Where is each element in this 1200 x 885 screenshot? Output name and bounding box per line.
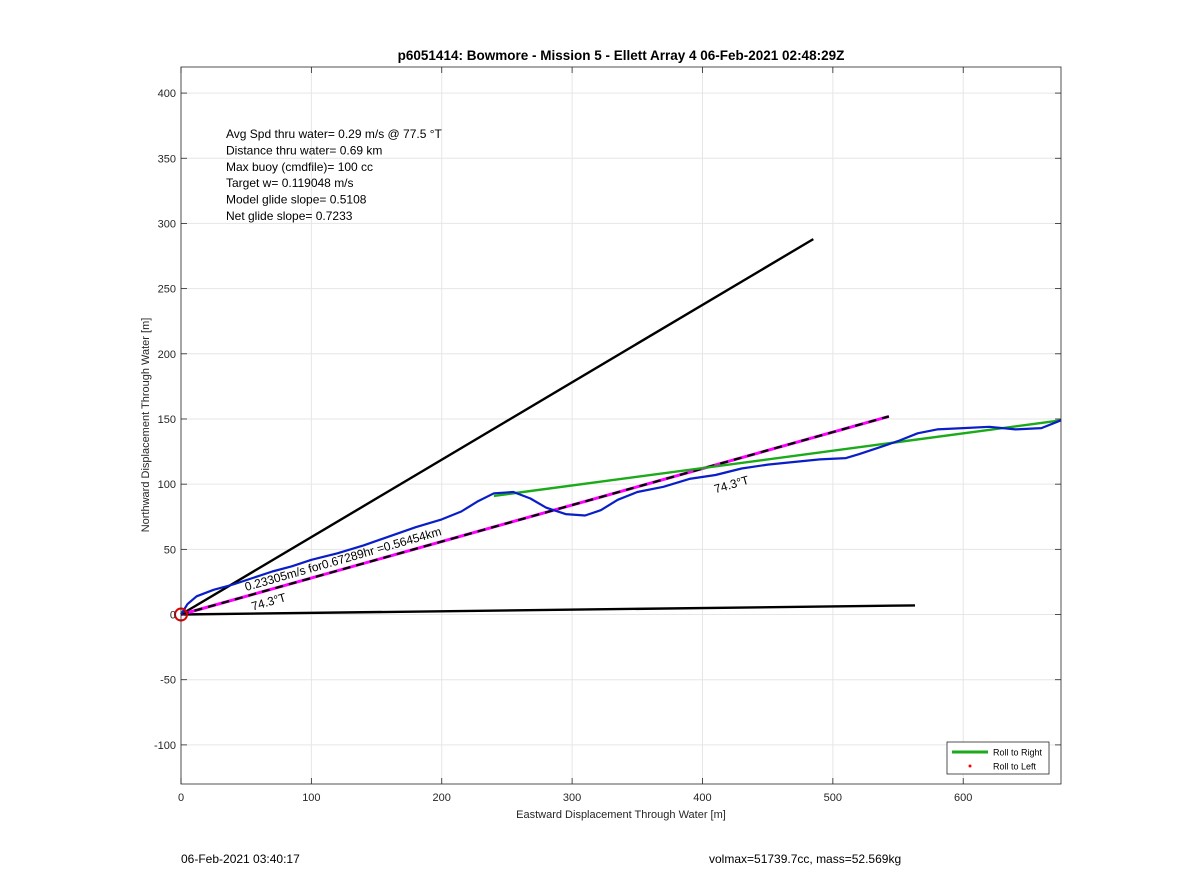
footer-volmax-mass: volmax=51739.7cc, mass=52.569kg [709, 852, 902, 866]
y-tick-label: 100 [158, 479, 176, 491]
info-line: Net glide slope= 0.7233 [226, 209, 353, 223]
plot-frame [180, 66, 1062, 785]
y-tick-label: 200 [158, 349, 176, 361]
x-axis-label: Eastward Displacement Through Water [m] [516, 809, 726, 821]
y-tick-label: 50 [164, 544, 176, 556]
info-line: Target w= 0.119048 m/s [226, 176, 354, 190]
x-tick-label: 400 [693, 792, 711, 804]
info-textbox: Avg Spd thru water= 0.29 m/s @ 77.5 °T Di… [226, 127, 443, 223]
y-tick-label: -100 [154, 740, 176, 752]
axis-ticks: 0 100 200 300 400 500 600 -100 -50 0 50 100 150 200 25… [154, 67, 1061, 804]
x-tick-label: 0 [178, 792, 184, 804]
series-line-3 [493, 419, 1062, 498]
series-line-0 [180, 238, 814, 616]
legend-swatch-dot [968, 764, 972, 768]
y-tick-label: 400 [158, 88, 176, 100]
info-line: Distance thru water= 0.69 km [226, 143, 382, 157]
plot-area [181, 67, 1061, 784]
series-lines [180, 238, 1062, 616]
x-tick-label: 300 [563, 792, 581, 804]
y-tick-label: 0 [170, 610, 176, 622]
chart-title: p6051414: Bowmore - Mission 5 - Ellett A… [398, 48, 845, 63]
footer-timestamp: 06-Feb-2021 03:40:17 [181, 852, 300, 866]
series-line-1 [180, 604, 916, 616]
y-tick-label: 250 [158, 284, 176, 296]
legend: Roll to Right Roll to Left [946, 741, 1050, 775]
series-line-2-dash [180, 415, 890, 616]
legend-box [946, 741, 1050, 775]
y-axis-label: Northward Displacement Through Water [m] [140, 318, 152, 533]
x-tick-label: 500 [824, 792, 842, 804]
legend-label: Roll to Right [993, 748, 1043, 758]
legend-label: Roll to Left [993, 762, 1037, 772]
info-line: Model glide slope= 0.5108 [226, 193, 367, 207]
x-tick-label: 600 [954, 792, 972, 804]
x-tick-label: 100 [302, 792, 320, 804]
y-tick-label: 300 [158, 218, 176, 230]
x-tick-label: 200 [433, 792, 451, 804]
y-tick-label: 150 [158, 414, 176, 426]
y-tick-label: 350 [158, 153, 176, 165]
y-tick-label: -50 [160, 675, 176, 687]
info-line: Max buoy (cmdfile)= 100 cc [226, 160, 373, 174]
info-line: Avg Spd thru water= 0.29 m/s @ 77.5 °T [226, 127, 443, 141]
series-line-4 [180, 419, 1062, 616]
